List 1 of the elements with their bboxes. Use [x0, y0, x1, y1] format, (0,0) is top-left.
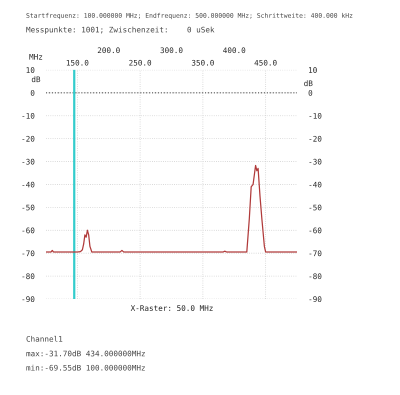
line-series: [46, 164, 297, 253]
